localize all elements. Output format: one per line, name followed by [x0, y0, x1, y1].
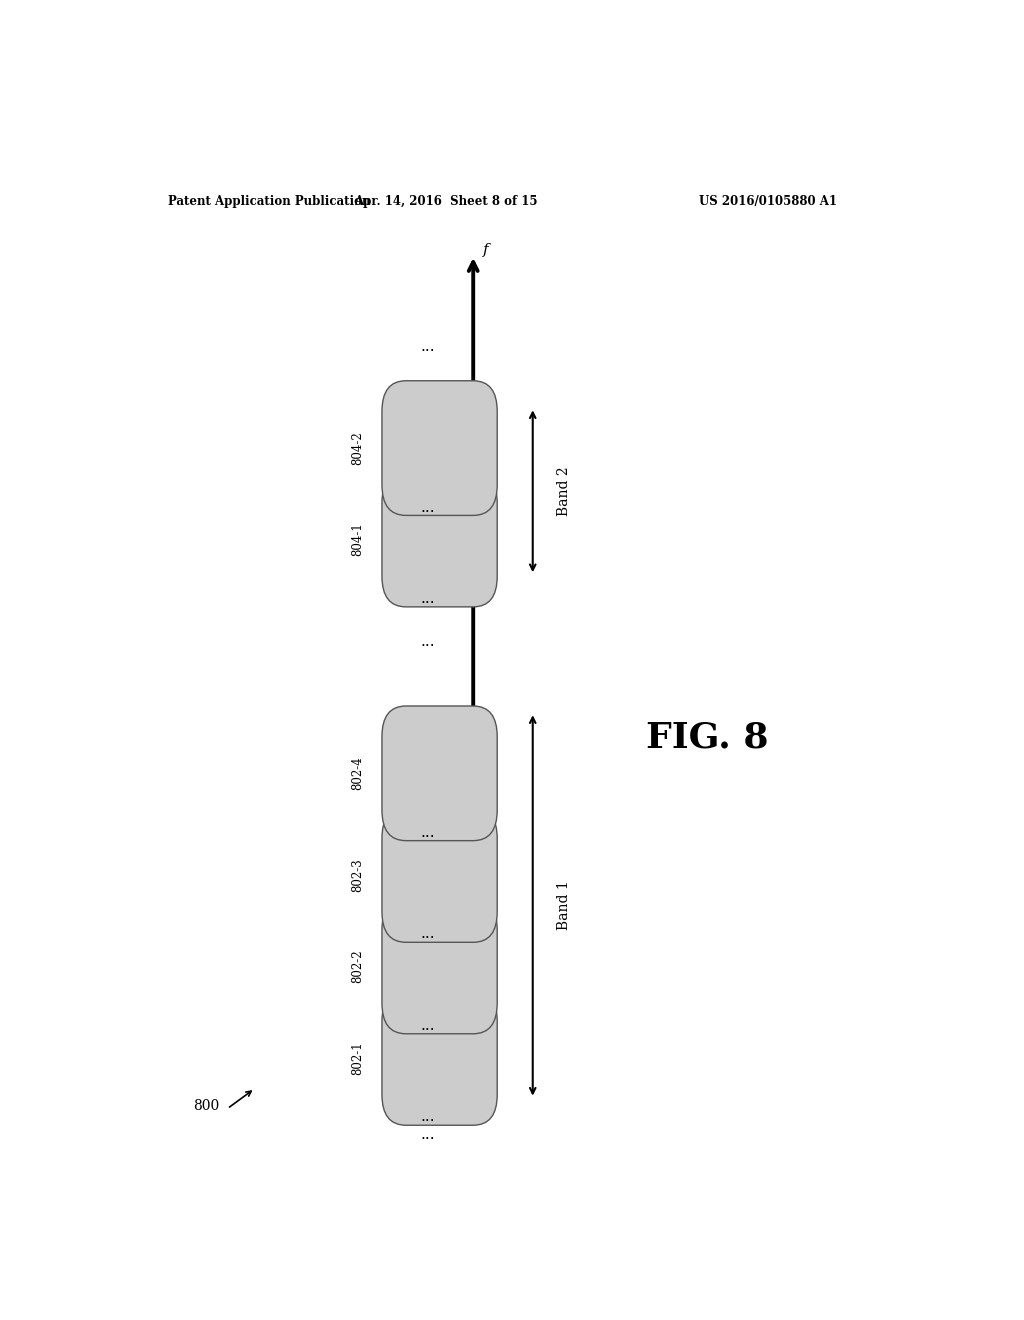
- FancyBboxPatch shape: [382, 899, 498, 1034]
- FancyBboxPatch shape: [382, 706, 498, 841]
- Text: 802-3: 802-3: [351, 858, 365, 892]
- Text: ...: ...: [420, 339, 435, 354]
- Text: Band 2: Band 2: [557, 466, 571, 516]
- FancyBboxPatch shape: [382, 808, 498, 942]
- FancyBboxPatch shape: [382, 380, 498, 515]
- Text: ...: ...: [420, 1127, 435, 1142]
- Text: 800: 800: [193, 1098, 219, 1113]
- Text: ...: ...: [420, 927, 435, 941]
- FancyBboxPatch shape: [382, 473, 498, 607]
- Text: 802-1: 802-1: [351, 1041, 365, 1074]
- Text: 804-2: 804-2: [351, 432, 365, 465]
- Text: US 2016/0105880 A1: US 2016/0105880 A1: [699, 194, 838, 207]
- FancyBboxPatch shape: [382, 990, 498, 1125]
- Text: Patent Application Publication: Patent Application Publication: [168, 194, 371, 207]
- Text: Apr. 14, 2016  Sheet 8 of 15: Apr. 14, 2016 Sheet 8 of 15: [353, 194, 538, 207]
- Text: Band 1: Band 1: [557, 880, 571, 931]
- Text: f: f: [482, 243, 488, 257]
- Text: ...: ...: [420, 634, 435, 648]
- Text: FIG. 8: FIG. 8: [646, 721, 769, 755]
- Text: ...: ...: [420, 1109, 435, 1125]
- Text: 802-4: 802-4: [351, 756, 365, 791]
- Text: ...: ...: [420, 499, 435, 515]
- Text: ...: ...: [420, 591, 435, 606]
- Text: ...: ...: [420, 825, 435, 840]
- Text: 804-1: 804-1: [351, 523, 365, 557]
- Text: 802-2: 802-2: [351, 949, 365, 983]
- Text: ...: ...: [420, 1018, 435, 1032]
